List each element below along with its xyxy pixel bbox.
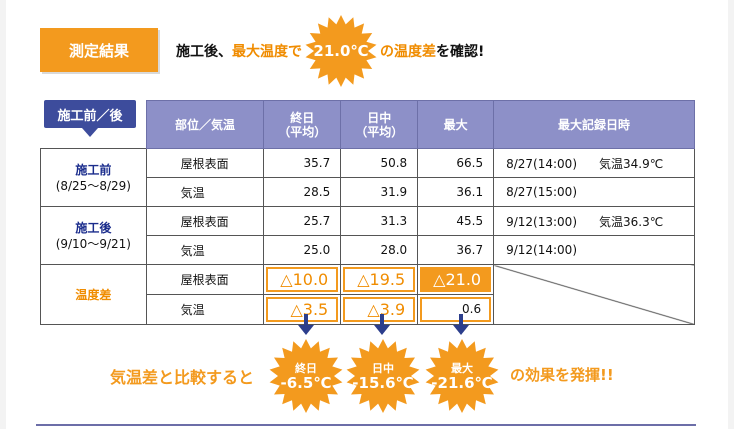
cell-diff-daytime: △19.5 (340, 264, 419, 295)
headline-highlight: 最大温度で (232, 44, 302, 60)
col-max: 最大 (417, 100, 495, 149)
group-diff: 温度差 (40, 264, 147, 325)
results-table: 部位／気温 終日 （平均） 日中 （平均） 最大 最大記録日時 施工前 (8/25… (40, 100, 695, 325)
arrow-down-icon (298, 314, 314, 335)
cell-date: 9/12(14:00) (493, 235, 695, 265)
cell-allday: 25.0 (263, 235, 342, 265)
table-row: 施工前 (8/25～8/29) 屋根表面 35.7 50.8 66.5 8/27(… (40, 148, 695, 207)
table-row: 気温 28.5 31.9 36.1 8/27(15:00) (41, 177, 695, 207)
col-max-date: 最大記録日時 (493, 100, 695, 149)
burst-label: 最大 (451, 362, 473, 375)
group-after: 施工後 (9/10～9/21) (40, 206, 147, 265)
cell-daytime: 28.0 (340, 235, 419, 265)
cell-allday: 25.7 (263, 206, 342, 236)
burst-value: -21.6℃ (431, 374, 493, 392)
headline-highlight-2: の温度差 (380, 44, 436, 60)
burst-value: -6.5℃ (280, 374, 332, 392)
table-row: 気温 25.0 28.0 36.7 9/12(14:00) (41, 235, 695, 265)
col-daytime: 日中 （平均） (340, 100, 419, 149)
burst-daytime: 日中 -15.6℃ (345, 338, 421, 414)
cell-date: 9/12(13:00) 気温36.3℃ (493, 206, 695, 236)
summary-tail: の効果を発揮!! (510, 366, 614, 384)
burst-max: 最大 -21.6℃ (424, 338, 500, 414)
burst-label: 日中 (372, 362, 394, 375)
cell-max: 36.7 (417, 235, 495, 265)
arrow-down-icon (453, 314, 469, 335)
cell-allday: 28.5 (263, 177, 342, 207)
cell-part: 屋根表面 (145, 264, 265, 295)
cell-daytime: 31.9 (340, 177, 419, 207)
burst-allday: 終日 -6.5℃ (268, 338, 344, 414)
divider (36, 424, 696, 426)
headline-value: 21.0℃ (313, 42, 369, 60)
result-tag: 測定結果 (40, 28, 158, 72)
tag-pointer-icon (82, 128, 98, 137)
headline-burst-icon: 21.0℃ (304, 14, 378, 88)
col-allday: 終日 （平均） (263, 100, 342, 149)
cell-part: 屋根表面 (145, 206, 265, 236)
group-before: 施工前 (8/25～8/29) (40, 148, 147, 207)
headline: 施工後、 最大温度で 21.0℃ の温度差 を確認! (176, 15, 485, 87)
table-row: 気温 △3.5 △3.9 0.6 (41, 294, 695, 325)
headline-pre: 施工後、 (176, 44, 232, 60)
results-table-wrap: 部位／気温 終日 （平均） 日中 （平均） 最大 最大記録日時 施工前 (8/25… (40, 100, 695, 325)
cell-daytime: 50.8 (340, 148, 419, 178)
cell-part: 気温 (145, 294, 265, 325)
summary-lead: 気温差と比較すると (110, 368, 255, 387)
cell-date: 8/27(15:00) (493, 177, 695, 207)
cell-diff-max: 0.6 (417, 294, 495, 325)
cell-allday: 35.7 (263, 148, 342, 178)
cell-max: 36.1 (417, 177, 495, 207)
table-header-row: 部位／気温 終日 （平均） 日中 （平均） 最大 最大記録日時 (40, 100, 695, 149)
table-row: 施工後 (9/10～9/21) 屋根表面 25.7 31.3 45.5 9/12(… (40, 206, 695, 265)
cell-max: 66.5 (417, 148, 495, 178)
burst-value: -15.6℃ (352, 374, 414, 392)
cell-diff-max: △21.0 (417, 264, 495, 295)
table-row: 温度差 屋根表面 △10.0 △19.5 △21.0 (40, 264, 695, 325)
cell-diff-allday: △10.0 (263, 264, 342, 295)
cell-date: 8/27(14:00) 気温34.9℃ (493, 148, 695, 178)
cell-diff-daytime: △3.9 (340, 294, 419, 325)
cell-daytime: 31.3 (340, 206, 419, 236)
cell-max: 45.5 (417, 206, 495, 236)
arrow-down-icon (374, 314, 390, 335)
cell-empty-slash (493, 264, 695, 325)
headline-post: を確認! (436, 44, 485, 60)
cell-part: 屋根表面 (145, 148, 265, 178)
cell-diff-allday: △3.5 (263, 294, 342, 325)
before-after-tag: 施工前／後 (44, 100, 136, 128)
cell-part: 気温 (145, 177, 265, 207)
col-part: 部位／気温 (145, 100, 265, 149)
cell-part: 気温 (145, 235, 265, 265)
burst-label: 終日 (295, 362, 317, 375)
